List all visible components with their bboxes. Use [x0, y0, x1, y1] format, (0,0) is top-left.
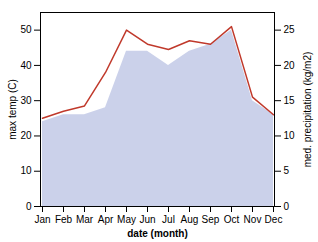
svg-text:date (month): date (month)	[127, 228, 188, 239]
svg-text:40: 40	[20, 60, 32, 71]
svg-text:Nov: Nov	[244, 214, 262, 225]
svg-text:med. precipitation (kg/m2): med. precipitation (kg/m2)	[302, 52, 313, 168]
svg-text:Feb: Feb	[55, 214, 73, 225]
svg-text:30: 30	[20, 95, 32, 106]
svg-text:Aug: Aug	[181, 214, 199, 225]
svg-text:20: 20	[284, 60, 296, 71]
svg-text:Jan: Jan	[34, 214, 50, 225]
svg-text:10: 10	[284, 130, 296, 141]
svg-text:Apr: Apr	[98, 214, 114, 225]
svg-text:50: 50	[20, 24, 32, 35]
svg-text:max temp (C): max temp (C)	[7, 79, 18, 140]
svg-text:5: 5	[284, 165, 290, 176]
svg-text:Dec: Dec	[265, 214, 283, 225]
svg-text:15: 15	[284, 95, 296, 106]
svg-text:Jun: Jun	[139, 214, 155, 225]
svg-text:Oct: Oct	[224, 214, 240, 225]
svg-text:Sep: Sep	[202, 214, 220, 225]
svg-text:Jul: Jul	[162, 214, 175, 225]
svg-text:10: 10	[20, 165, 32, 176]
svg-text:Mar: Mar	[76, 214, 94, 225]
svg-text:May: May	[117, 214, 136, 225]
svg-text:25: 25	[284, 24, 296, 35]
svg-text:0: 0	[284, 201, 290, 212]
svg-text:0: 0	[26, 201, 32, 212]
svg-text:20: 20	[20, 130, 32, 141]
